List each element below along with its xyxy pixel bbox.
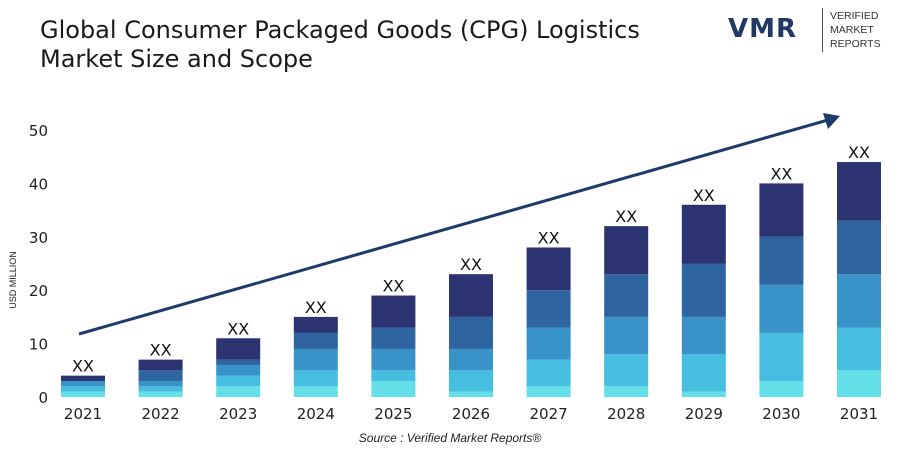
y-tick-label: 20 — [29, 282, 48, 300]
chart-title-line-1: Global Consumer Packaged Goods (CPG) Log… — [40, 16, 640, 44]
bar-segment — [371, 295, 416, 328]
bar-segment — [759, 183, 804, 237]
logo-divider — [822, 8, 823, 52]
bar-segment — [61, 386, 105, 392]
bar-segment — [759, 380, 804, 397]
bar-segment — [449, 370, 493, 392]
bar-data-label: XX — [72, 357, 94, 376]
bar-segment — [837, 274, 881, 328]
bar-segment — [526, 327, 571, 360]
x-tick-label: 2021 — [64, 405, 102, 423]
bar-segment — [216, 338, 261, 360]
y-tick-label: 50 — [29, 122, 48, 140]
bar-segment — [449, 316, 493, 349]
bar-segment — [293, 348, 338, 371]
x-tick-label: 2022 — [142, 405, 180, 423]
bar-segment — [681, 316, 726, 355]
bar-segment — [138, 391, 183, 397]
trend-arrow-head — [823, 113, 840, 129]
bar-data-label: XX — [538, 228, 560, 247]
x-tick-label: 2030 — [762, 405, 800, 423]
bar-segment — [293, 316, 338, 333]
bar-segment — [526, 359, 571, 387]
logo-line-2: MARKET — [830, 24, 874, 36]
bar-data-label: XX — [305, 298, 327, 317]
y-tick-label: 10 — [29, 336, 48, 354]
trend-arrow-line — [78, 118, 829, 336]
bar-data-label: XX — [150, 341, 172, 360]
x-tick-label: 2029 — [685, 405, 723, 423]
bar-data-label: XX — [382, 277, 404, 296]
bar-segment — [216, 386, 261, 397]
logo-line-3: REPORTS — [830, 38, 881, 50]
bar-segment — [604, 226, 649, 275]
bar-segment — [681, 354, 726, 392]
bar-segment — [681, 263, 726, 317]
bar-data-label: XX — [227, 319, 249, 338]
bar-segment — [759, 332, 804, 381]
bar-segment — [138, 370, 183, 381]
bar-segment — [449, 274, 493, 317]
vmr-logo-mark: VMR — [728, 14, 797, 44]
vmr-logo-letters: VMR — [728, 14, 798, 44]
source-note: Source : Verified Market Reports® — [358, 431, 542, 445]
bar-segment — [449, 348, 493, 371]
bar-segment — [759, 236, 804, 285]
y-axis-title: USD MILLION — [8, 251, 18, 309]
bar-data-label: XX — [848, 143, 870, 162]
bar-segment — [61, 380, 105, 387]
bar-segment — [371, 370, 416, 381]
bar-data-label: XX — [770, 164, 792, 183]
bar-segment — [837, 370, 881, 397]
bar-segment — [61, 391, 105, 397]
y-tick-label: 40 — [29, 175, 48, 193]
bar-segment — [216, 359, 261, 365]
bar-segment — [526, 386, 571, 397]
y-tick-label: 30 — [29, 229, 48, 247]
x-tick-label: 2031 — [840, 405, 878, 423]
bar-segment — [604, 316, 649, 355]
bar-segment — [449, 391, 493, 397]
bar-segment — [293, 386, 338, 397]
bar-segment — [293, 370, 338, 387]
x-tick-label: 2025 — [374, 405, 412, 423]
x-tick-label: 2027 — [530, 405, 568, 423]
bar-segment — [604, 274, 649, 317]
bar-segment — [138, 380, 183, 387]
bar-segment — [526, 290, 571, 328]
bar-segment — [138, 386, 183, 392]
bar-segment — [837, 220, 881, 275]
x-tick-label: 2024 — [297, 405, 335, 423]
logo-wordmark: VERIFIED MARKET REPORTS — [830, 9, 881, 51]
bar-data-label: XX — [693, 186, 715, 205]
bar-segment — [61, 375, 105, 381]
bar-segment — [293, 332, 338, 349]
x-tick-label: 2023 — [219, 405, 257, 423]
bar-segment — [371, 348, 416, 371]
chart-title: Global Consumer Packaged Goods (CPG) Log… — [40, 16, 640, 74]
bar-segment — [759, 284, 804, 333]
bar-segment — [138, 359, 183, 371]
bar-segment — [681, 391, 726, 397]
chart-title-line-2: Market Size and Scope — [40, 45, 313, 73]
bar-segment — [604, 386, 649, 397]
bar-segment — [216, 364, 261, 376]
bar-segment — [526, 247, 571, 291]
bar-segment — [837, 162, 881, 221]
bar-data-label: XX — [460, 255, 482, 274]
vmr-logo: VMR VERIFIED MARKET REPORTS — [728, 8, 898, 52]
bar-segment — [604, 354, 649, 387]
bar-segment — [216, 375, 261, 387]
y-tick-label: 0 — [38, 389, 48, 407]
bar-segment — [371, 327, 416, 349]
bar-segment — [837, 327, 881, 371]
x-tick-label: 2028 — [607, 405, 645, 423]
bar-data-label: XX — [615, 207, 637, 226]
bar-segment — [371, 380, 416, 397]
bar-segment — [681, 204, 726, 264]
x-tick-label: 2026 — [452, 405, 490, 423]
logo-line-1: VERIFIED — [830, 10, 879, 22]
